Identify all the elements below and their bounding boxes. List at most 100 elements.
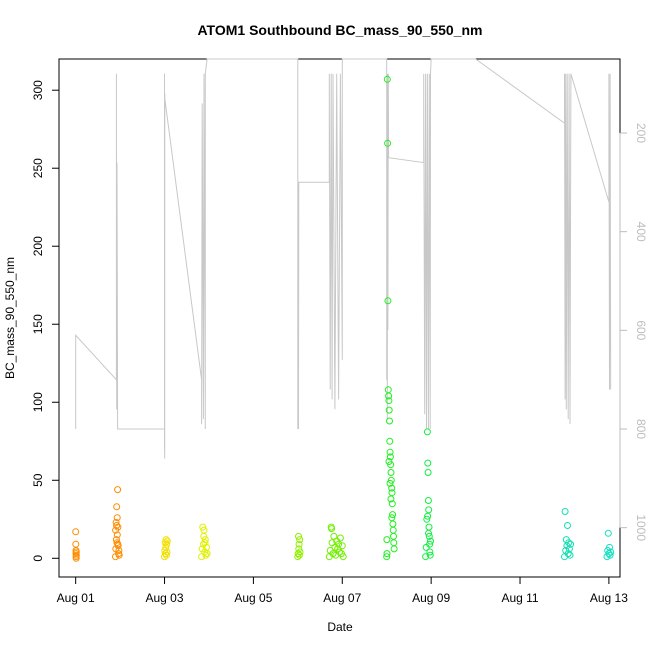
data-point: [295, 532, 302, 540]
data-point: [72, 551, 80, 559]
data-point: [161, 539, 169, 547]
data-point: [425, 532, 433, 540]
data-point: [112, 518, 120, 526]
data-point: [386, 453, 394, 461]
y-tick-label: 200: [31, 236, 45, 256]
data-point: [296, 536, 304, 544]
data-point: [383, 536, 391, 544]
data-point: [295, 551, 303, 559]
right-tick-label: 1000: [634, 514, 648, 541]
data-point: [385, 406, 393, 414]
data-point: [338, 542, 346, 550]
data-point: [423, 428, 431, 436]
right-tick-label: 800: [634, 419, 648, 439]
data-point: [72, 548, 80, 556]
data-point: [425, 523, 433, 531]
data-point: [113, 514, 121, 522]
y-tick-label: 0: [31, 555, 45, 562]
data-point: [383, 550, 391, 558]
data-point: [422, 553, 430, 561]
data-point: [386, 448, 394, 456]
y-tick-label: 250: [31, 158, 45, 178]
data-point: [336, 534, 344, 542]
data-point: [72, 528, 80, 536]
data-point: [426, 551, 434, 559]
data-point: [335, 540, 343, 548]
data-point: [112, 536, 120, 544]
data-point: [387, 495, 395, 503]
data-point: [388, 514, 396, 522]
data-point: [295, 540, 303, 548]
y-tick-label: 100: [31, 392, 45, 412]
chart-title: ATOM1 Southbound BC_mass_90_550_nm: [197, 22, 482, 38]
data-point: [202, 551, 210, 559]
data-point: [567, 540, 575, 548]
data-point: [114, 486, 122, 494]
data-point: [336, 548, 343, 556]
altitude-trace-layer: [75, 58, 612, 459]
right-tick-label: 600: [634, 320, 648, 340]
data-point: [114, 540, 122, 548]
data-point: [424, 469, 432, 476]
data-point: [162, 543, 170, 551]
data-point: [200, 532, 208, 540]
data-point: [389, 511, 397, 519]
data-point: [606, 551, 614, 559]
data-point: [389, 526, 397, 534]
data-point: [163, 537, 171, 545]
data-point: [564, 522, 571, 529]
data-point: [424, 459, 432, 467]
data-point: [388, 500, 396, 508]
data-point: [72, 540, 80, 548]
data-point: [113, 522, 121, 529]
y-axis: 0 50 100 150 200 250 300: [31, 80, 60, 562]
right-axis: 200 400 600 800 1000: [619, 123, 648, 541]
data-point: [113, 531, 121, 539]
data-point: [115, 551, 123, 559]
data-point: [426, 548, 434, 556]
data-point: [199, 523, 207, 531]
x-tick-label: Aug 09: [412, 591, 450, 605]
data-point: [606, 543, 613, 551]
data-point: [425, 506, 433, 514]
y-tick-label: 50: [31, 473, 45, 487]
x-tick-label: Aug 11: [501, 591, 538, 605]
data-point: [566, 551, 574, 559]
data-point: [386, 479, 394, 487]
data-point: [564, 550, 572, 558]
data-point: [198, 553, 206, 561]
data-points-layer: [72, 75, 615, 562]
data-point: [388, 484, 396, 492]
data-point: [163, 540, 171, 548]
data-point: [162, 536, 170, 544]
data-point: [163, 548, 171, 556]
x-tick-label: Aug 03: [146, 591, 184, 605]
data-point: [390, 539, 398, 547]
data-point: [112, 526, 120, 534]
y-tick-label: 300: [31, 80, 45, 100]
data-point: [424, 512, 432, 520]
data-point: [113, 503, 121, 511]
x-axis: Aug 01 Aug 03 Aug 05 Aug 07 Aug 09 Aug 11 Aug …: [57, 576, 628, 605]
x-tick-label: Aug 01: [57, 591, 95, 605]
data-point: [385, 458, 393, 465]
data-point: [427, 537, 434, 545]
data-point: [389, 520, 397, 528]
x-axis-label: Date: [327, 620, 353, 634]
data-point: [424, 497, 432, 504]
y-axis-label: BC_mass_90_550_nm: [3, 257, 17, 379]
data-point: [561, 508, 569, 515]
data-point: [296, 548, 304, 556]
data-point: [426, 540, 434, 548]
data-point: [604, 529, 612, 537]
x-tick-label: Aug 07: [323, 591, 361, 605]
right-tick-label: 200: [634, 123, 648, 143]
data-point: [390, 545, 398, 553]
data-point: [607, 548, 615, 556]
y-tick-label: 150: [31, 314, 45, 334]
data-point: [385, 397, 393, 405]
data-point: [385, 392, 393, 400]
data-point: [386, 417, 393, 425]
data-point: [383, 75, 391, 83]
data-point: [423, 515, 431, 523]
